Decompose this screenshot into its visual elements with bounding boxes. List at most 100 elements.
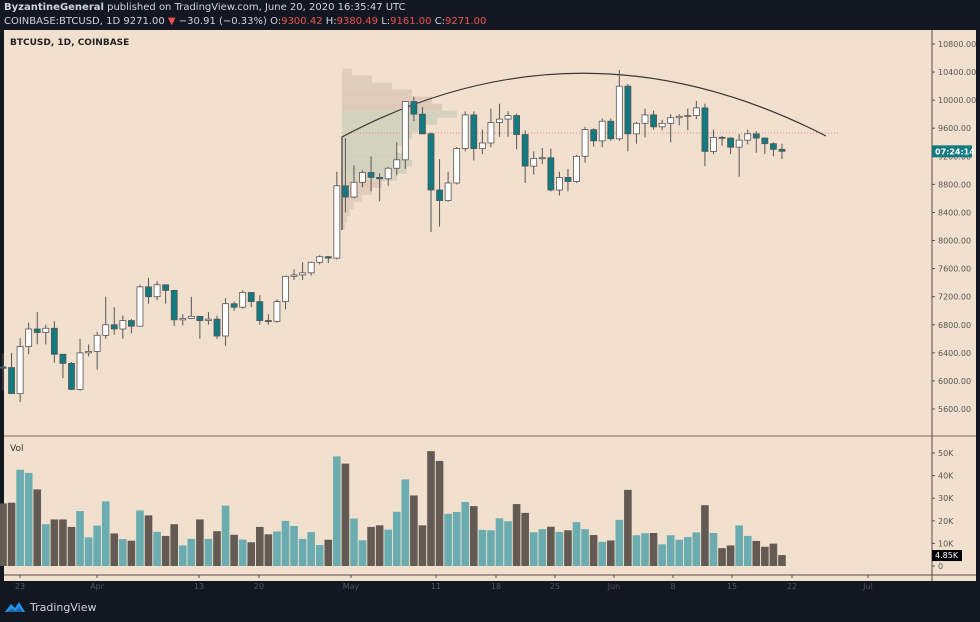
volume-bar	[178, 545, 187, 566]
volume-bar	[538, 529, 547, 566]
brand-name: TradingView	[30, 600, 97, 614]
candle-body	[170, 289, 178, 321]
volume-bar	[718, 548, 726, 566]
time-tick-label: Jul	[862, 582, 873, 591]
volume-bar	[555, 531, 564, 566]
volume-bar	[632, 535, 641, 566]
volume-bar	[281, 520, 290, 566]
chart-area[interactable]	[4, 30, 976, 581]
time-tick-label: 23	[15, 582, 25, 591]
volume-bar	[410, 495, 418, 566]
candle-body	[205, 318, 212, 321]
volume-bar	[564, 530, 572, 566]
candle-body	[667, 117, 675, 124]
candle-body	[16, 346, 24, 394]
volume-bar	[358, 540, 367, 566]
candle-body	[239, 292, 247, 308]
volume-bar	[709, 533, 718, 566]
volume-bar	[675, 539, 684, 566]
candle-body	[119, 320, 127, 330]
candle-body	[641, 114, 649, 124]
candle-body	[0, 366, 7, 369]
candle-body	[68, 362, 75, 390]
volume-bars	[0, 451, 786, 566]
candle-body	[93, 334, 101, 352]
volume-bar	[504, 521, 512, 566]
price-tick-label: 7600.00	[938, 265, 971, 274]
candle-body	[282, 275, 289, 303]
open-label: O:	[270, 16, 282, 27]
volume-bar	[444, 513, 452, 566]
candle-body	[761, 137, 769, 145]
volume-bar	[641, 533, 649, 566]
candle-body	[444, 182, 452, 201]
publish-info: ByzantineGeneral published on TradingVie…	[4, 2, 406, 13]
candle-body	[624, 85, 632, 135]
volume-bar	[735, 525, 743, 566]
time-tick-label: Jun	[607, 582, 621, 591]
price-tick-label: 6000.00	[938, 377, 971, 386]
volume-bar	[581, 529, 589, 566]
candle-body	[427, 133, 435, 191]
volume-bar	[384, 529, 392, 566]
volume-bar	[375, 525, 384, 566]
volume-bar	[589, 535, 598, 566]
candle-body	[42, 327, 50, 333]
time-tick-label: Apr	[90, 582, 105, 591]
volume-bar	[7, 502, 16, 566]
volume-bar	[273, 531, 281, 566]
candle-body	[692, 107, 700, 116]
volume-bar	[256, 526, 264, 566]
volume-bar	[512, 504, 521, 566]
volume-bar	[418, 525, 427, 566]
candle-body	[752, 133, 760, 139]
candle-body	[530, 158, 538, 167]
price-tick-label: 9600.00	[938, 124, 971, 133]
volume-bar	[324, 539, 333, 566]
volume-last-badge	[932, 550, 962, 562]
candles	[0, 69, 786, 402]
price-tick-label: 8800.00	[938, 180, 971, 189]
candle-body	[59, 353, 67, 364]
price-tick-label: 5600.00	[938, 405, 971, 414]
volume-bar	[529, 532, 538, 566]
candle-body	[538, 157, 546, 160]
price-tick-label: 8400.00	[938, 208, 971, 217]
volume-bar	[307, 532, 315, 566]
author-name[interactable]: ByzantineGeneral	[4, 2, 104, 13]
price-tick-label: 8000.00	[938, 237, 971, 246]
volume-bar	[341, 463, 350, 566]
price-change: −30.91 (−0.33%)	[178, 16, 267, 27]
price-tick-label: 6800.00	[938, 321, 971, 330]
volume-bar	[238, 539, 247, 566]
volume-tick-label: 10K	[938, 539, 954, 548]
volume-bar	[658, 544, 666, 566]
volume-bar	[230, 534, 238, 566]
candle-body	[470, 114, 478, 149]
volume-bar	[144, 515, 153, 566]
volume-bar	[0, 503, 7, 566]
volume-bar	[692, 532, 701, 566]
open-value: 9300.42	[281, 16, 323, 27]
volume-bar	[752, 540, 761, 566]
candle-body	[590, 129, 598, 142]
tradingview-brand[interactable]: TradingView	[4, 600, 96, 614]
volume-bar	[495, 518, 504, 566]
price-tick-label: 7200.00	[938, 293, 971, 302]
candle-body	[504, 115, 512, 120]
volume-bar	[24, 472, 33, 566]
candle-body	[770, 143, 777, 150]
volume-bar	[204, 538, 213, 566]
volume-bar	[624, 489, 632, 566]
price-tick-label: 10800.00	[938, 40, 976, 49]
volume-bar	[435, 460, 444, 566]
candle-body	[521, 134, 529, 167]
candle-body	[615, 85, 623, 140]
price-tick-label: 10000.00	[938, 96, 976, 105]
candle-body	[230, 303, 238, 308]
arc-drawing[interactable]	[341, 72, 827, 230]
candle-body	[367, 172, 375, 178]
candle-body	[419, 113, 426, 135]
volume-bar	[153, 531, 161, 566]
